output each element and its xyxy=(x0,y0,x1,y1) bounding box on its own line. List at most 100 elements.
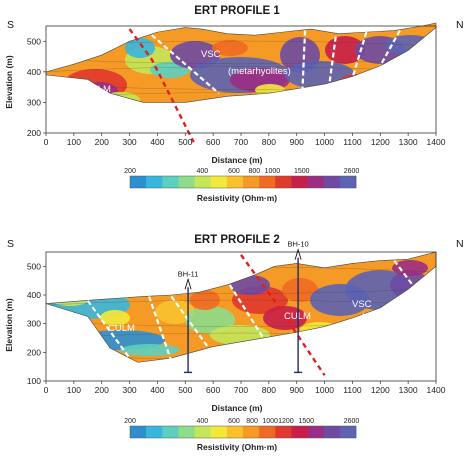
colorbar-swatch xyxy=(339,176,357,188)
x-tick-label: 500 xyxy=(178,385,192,395)
contour-line xyxy=(46,354,436,360)
x-tick-label: 0 xyxy=(44,385,49,395)
resistivity-zone xyxy=(212,40,248,56)
drill-rig-icon xyxy=(294,248,302,260)
geological-contact xyxy=(151,34,220,95)
zone-label: VSC xyxy=(262,346,282,357)
geological-contact xyxy=(379,30,401,67)
x-tick-label: 1100 xyxy=(343,385,362,395)
colorbar-tick-label: 1000 xyxy=(262,418,278,425)
colorbar-swatch xyxy=(243,176,260,188)
geological-contact xyxy=(86,300,131,359)
profile-1-section: CULM VSC (metarhyolites) xyxy=(45,22,437,143)
profile-2-x-axis-label: Distance (m) xyxy=(211,403,262,413)
colorbar-swatch xyxy=(130,176,147,188)
y-tick-label: 300 xyxy=(27,319,41,329)
x-tick-label: 1400 xyxy=(427,137,446,147)
colorbar-tick-label: 600 xyxy=(228,168,240,175)
profile-1-colorbar: 200 400 600 800 1000 1500 2600 xyxy=(124,168,359,189)
colorbar-swatch xyxy=(178,426,195,438)
colorbar-tick-label: 200 xyxy=(124,168,136,175)
resistivity-zone xyxy=(120,344,180,356)
fault-line xyxy=(128,28,195,143)
colorbar-swatch xyxy=(323,426,341,438)
x-tick-label: 500 xyxy=(178,137,192,147)
colorbar-swatch xyxy=(275,426,292,438)
x-tick-label: 0 xyxy=(44,137,49,147)
ert-profile-2: ERT PROFILE 2 S N CULMCULMVSC(shales)VSC… xyxy=(4,234,464,452)
geological-contact xyxy=(301,30,307,94)
colorbar-swatch xyxy=(291,176,308,188)
geological-contact xyxy=(228,284,265,339)
colorbar-swatch xyxy=(259,176,276,188)
profile-1-north-label: N xyxy=(456,19,464,31)
profile-2-x-ticks: 0 100 200 300 400 500 600 700 800 900 1000 1100 1200… xyxy=(44,381,446,395)
geological-contact xyxy=(148,296,173,362)
colorbar-swatch xyxy=(162,176,179,188)
profile-2-section: CULMCULMVSC(shales)VSC(metarhyolites) xyxy=(45,251,437,376)
resistivity-zone xyxy=(100,310,130,326)
x-tick-label: 400 xyxy=(150,385,164,395)
resistivity-zone xyxy=(282,278,318,302)
colorbar-swatch xyxy=(259,426,276,438)
profile-1-x-axis-label: Distance (m) xyxy=(211,155,262,165)
zone-label: CULM xyxy=(84,84,111,95)
resistivity-zone xyxy=(155,300,195,324)
colorbar-swatch xyxy=(275,176,292,188)
x-tick-label: 700 xyxy=(234,137,248,147)
colorbar-tick-label: 1000 xyxy=(265,168,281,175)
fault-line xyxy=(240,254,326,376)
profile-2-north-label: N xyxy=(456,238,464,250)
colorbar-swatch xyxy=(210,176,228,188)
x-tick-label: 1300 xyxy=(399,385,418,395)
x-tick-label: 800 xyxy=(262,137,276,147)
zone-label: VSC xyxy=(201,49,221,60)
zone-label: (shales) xyxy=(260,358,294,369)
resistivity-zone xyxy=(325,36,365,64)
colorbar-swatch xyxy=(226,426,244,438)
profile-2-colorbar: 200 400 600 800 1000 1200 1500 2600 xyxy=(124,418,359,439)
y-tick-label: 200 xyxy=(27,128,41,138)
drill-rig-icon xyxy=(184,277,192,290)
x-tick-label: 100 xyxy=(67,385,81,395)
colorbar-tick-label: 1500 xyxy=(298,418,314,425)
x-tick-label: 900 xyxy=(290,137,304,147)
colorbar-swatch xyxy=(210,426,228,438)
colorbar-tick-label: 400 xyxy=(196,418,208,425)
zone-label: (metarhyolites) xyxy=(228,66,291,77)
resistivity-zone xyxy=(340,74,370,90)
x-tick-label: 1300 xyxy=(399,137,418,147)
x-tick-label: 1000 xyxy=(315,385,334,395)
x-tick-label: 600 xyxy=(206,137,220,147)
x-tick-label: 700 xyxy=(234,385,248,395)
contour-line xyxy=(46,299,436,306)
x-tick-label: 100 xyxy=(67,137,81,147)
resistivity-zone xyxy=(300,322,340,338)
x-tick-label: 400 xyxy=(150,137,164,147)
resistivity-zone xyxy=(52,294,88,306)
profile-2-y-axis-label: Elevation (m) xyxy=(4,298,14,352)
resistivity-zone xyxy=(335,327,375,343)
colorbar-swatch xyxy=(339,426,357,438)
section-outline xyxy=(45,22,437,103)
colorbar-frame xyxy=(129,425,357,439)
profile-1-title: ERT PROFILE 1 xyxy=(194,5,280,17)
x-tick-label: 200 xyxy=(95,385,109,395)
borehole-label: BH-10 xyxy=(287,240,308,249)
x-tick-label: 600 xyxy=(206,385,220,395)
x-tick-label: 300 xyxy=(122,137,136,147)
geological-contact xyxy=(393,259,415,288)
profile-1-x-ticks: 0 100 200 300 400 500 600 700 800 900 1000 1100 1200… xyxy=(44,133,446,147)
y-tick-label: 500 xyxy=(27,261,41,271)
profile-2-y-ticks: 100 200 300 400 500 xyxy=(27,261,46,386)
x-tick-label: 800 xyxy=(262,385,276,395)
y-tick-label: 200 xyxy=(27,347,41,357)
profile-2-title: ERT PROFILE 2 xyxy=(194,234,280,246)
x-tick-label: 900 xyxy=(290,385,304,395)
colorbar-frame xyxy=(129,175,357,189)
y-tick-label: 500 xyxy=(27,36,41,46)
zone-label: VSC xyxy=(352,299,372,310)
resistivity-zone xyxy=(392,260,428,276)
x-tick-label: 1200 xyxy=(371,137,390,147)
